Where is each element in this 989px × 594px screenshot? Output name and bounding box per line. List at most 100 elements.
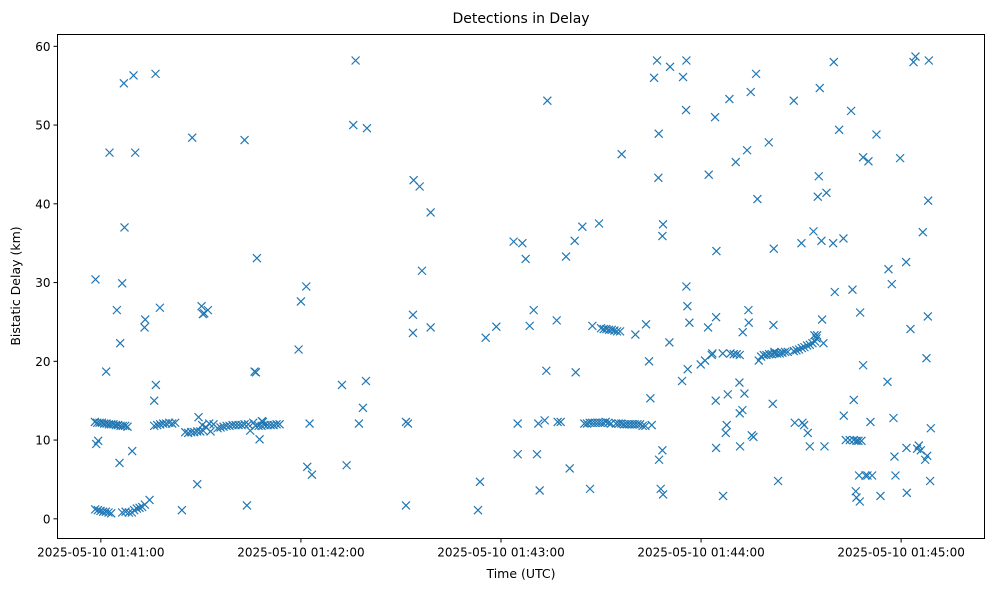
data-point bbox=[151, 380, 161, 390]
data-point bbox=[658, 489, 668, 499]
data-point bbox=[867, 471, 877, 480]
data-point bbox=[682, 301, 692, 311]
data-point bbox=[603, 418, 613, 428]
data-point bbox=[195, 426, 205, 436]
data-point bbox=[140, 315, 150, 324]
data-point bbox=[240, 135, 249, 145]
data-point bbox=[742, 145, 752, 155]
data-point bbox=[756, 352, 766, 362]
data-point bbox=[926, 423, 936, 433]
x-tick-label: 2025-05-10 01:42:00 bbox=[237, 546, 364, 560]
data-point bbox=[552, 315, 562, 325]
x-tick-label: 2025-05-10 01:43:00 bbox=[437, 546, 564, 560]
data-point bbox=[525, 321, 535, 331]
data-point bbox=[337, 380, 347, 390]
data-point bbox=[809, 226, 818, 236]
data-point bbox=[635, 419, 645, 429]
data-point bbox=[812, 330, 822, 340]
data-point bbox=[722, 420, 732, 430]
data-point bbox=[657, 445, 667, 455]
data-point bbox=[296, 297, 306, 306]
data-point bbox=[829, 57, 839, 67]
data-point bbox=[302, 462, 312, 472]
data-point bbox=[354, 419, 364, 428]
data-point bbox=[541, 366, 551, 376]
data-point bbox=[813, 192, 823, 202]
data-point bbox=[922, 353, 931, 363]
data-point bbox=[814, 171, 824, 181]
data-point bbox=[535, 486, 545, 495]
data-point bbox=[711, 312, 721, 322]
data-point bbox=[657, 231, 667, 241]
data-point bbox=[115, 458, 124, 468]
data-point bbox=[656, 484, 666, 494]
data-point bbox=[769, 244, 779, 254]
data-point bbox=[854, 436, 863, 446]
y-tick-label: 10 bbox=[35, 434, 50, 448]
x-tick-label: 2025-05-10 01:45:00 bbox=[837, 546, 964, 560]
data-point bbox=[119, 78, 129, 88]
data-point bbox=[802, 341, 812, 350]
data-point bbox=[710, 112, 720, 122]
data-point bbox=[255, 434, 264, 444]
y-tick-label: 30 bbox=[35, 276, 50, 290]
data-point bbox=[149, 421, 159, 431]
data-point bbox=[101, 507, 111, 517]
data-point bbox=[923, 312, 933, 321]
data-point bbox=[612, 326, 622, 336]
data-point bbox=[739, 389, 749, 399]
data-point bbox=[617, 149, 627, 159]
data-point bbox=[565, 463, 575, 473]
data-point bbox=[151, 69, 160, 79]
data-point bbox=[117, 278, 127, 288]
x-axis-label: Time (UTC) bbox=[485, 566, 555, 581]
data-point bbox=[820, 441, 829, 451]
y-axis-label: Bistatic Delay (km) bbox=[8, 226, 23, 345]
data-point bbox=[768, 320, 778, 330]
data-point bbox=[127, 446, 137, 456]
data-point bbox=[889, 413, 898, 423]
data-point bbox=[415, 182, 425, 191]
data-point bbox=[884, 264, 893, 274]
data-point bbox=[587, 321, 597, 331]
data-point bbox=[858, 360, 868, 370]
data-point bbox=[251, 367, 261, 377]
data-point bbox=[658, 219, 668, 229]
data-point bbox=[192, 479, 202, 489]
data-point bbox=[408, 328, 418, 338]
data-point bbox=[104, 508, 113, 517]
data-point bbox=[149, 396, 159, 406]
data-point bbox=[911, 52, 920, 61]
y-tick-label: 60 bbox=[35, 40, 50, 54]
data-point bbox=[145, 495, 154, 505]
data-point bbox=[473, 505, 483, 515]
data-points bbox=[90, 52, 936, 518]
data-point bbox=[902, 488, 912, 498]
data-point bbox=[800, 342, 809, 352]
data-point bbox=[925, 476, 935, 486]
data-point bbox=[841, 435, 851, 445]
data-point bbox=[155, 303, 165, 313]
data-point bbox=[775, 349, 785, 358]
data-point bbox=[361, 376, 371, 386]
data-point bbox=[129, 71, 138, 80]
data-point bbox=[848, 285, 857, 295]
data-point bbox=[909, 57, 918, 67]
data-point bbox=[252, 253, 262, 263]
data-point bbox=[665, 62, 675, 72]
data-point bbox=[683, 364, 693, 374]
data-point bbox=[703, 323, 713, 332]
axes: 2025-05-10 01:41:00 2025-05-10 01:42:00 20… bbox=[35, 40, 965, 560]
data-point bbox=[819, 338, 828, 348]
data-point bbox=[752, 194, 762, 204]
data-point bbox=[130, 148, 140, 158]
y-tick-label: 0 bbox=[43, 512, 51, 526]
data-point bbox=[817, 315, 827, 324]
data-point bbox=[491, 322, 501, 332]
data-point bbox=[426, 323, 436, 332]
data-point bbox=[711, 443, 721, 453]
data-point bbox=[106, 508, 116, 518]
data-point bbox=[799, 420, 809, 430]
data-point bbox=[124, 508, 134, 517]
data-point bbox=[923, 196, 933, 206]
